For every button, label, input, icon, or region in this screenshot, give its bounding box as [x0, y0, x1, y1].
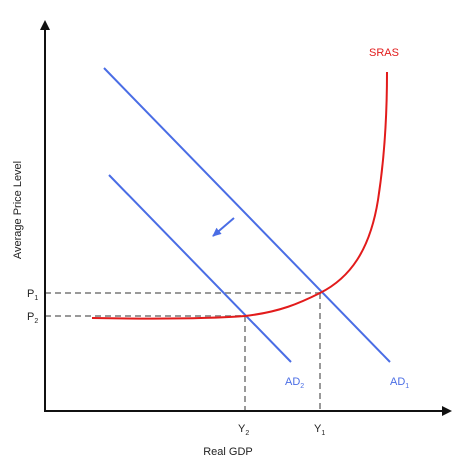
sras-label: SRAS [369, 47, 399, 59]
y1-label: Y1 [314, 423, 325, 437]
x-axis-label: Real GDP [203, 446, 253, 458]
sras-curve [91, 71, 388, 320]
p2-label: P2 [27, 311, 38, 325]
p1-label: P1 [27, 288, 38, 302]
y2-label: Y2 [238, 423, 249, 437]
y-axis-label: Average Price Level [12, 161, 24, 259]
ad2-curve [108, 174, 292, 363]
shift-arrow-icon [212, 217, 235, 237]
ad1-label: AD1 [390, 376, 409, 390]
ad1-curve [103, 67, 391, 363]
ad2-label: AD2 [285, 376, 304, 390]
